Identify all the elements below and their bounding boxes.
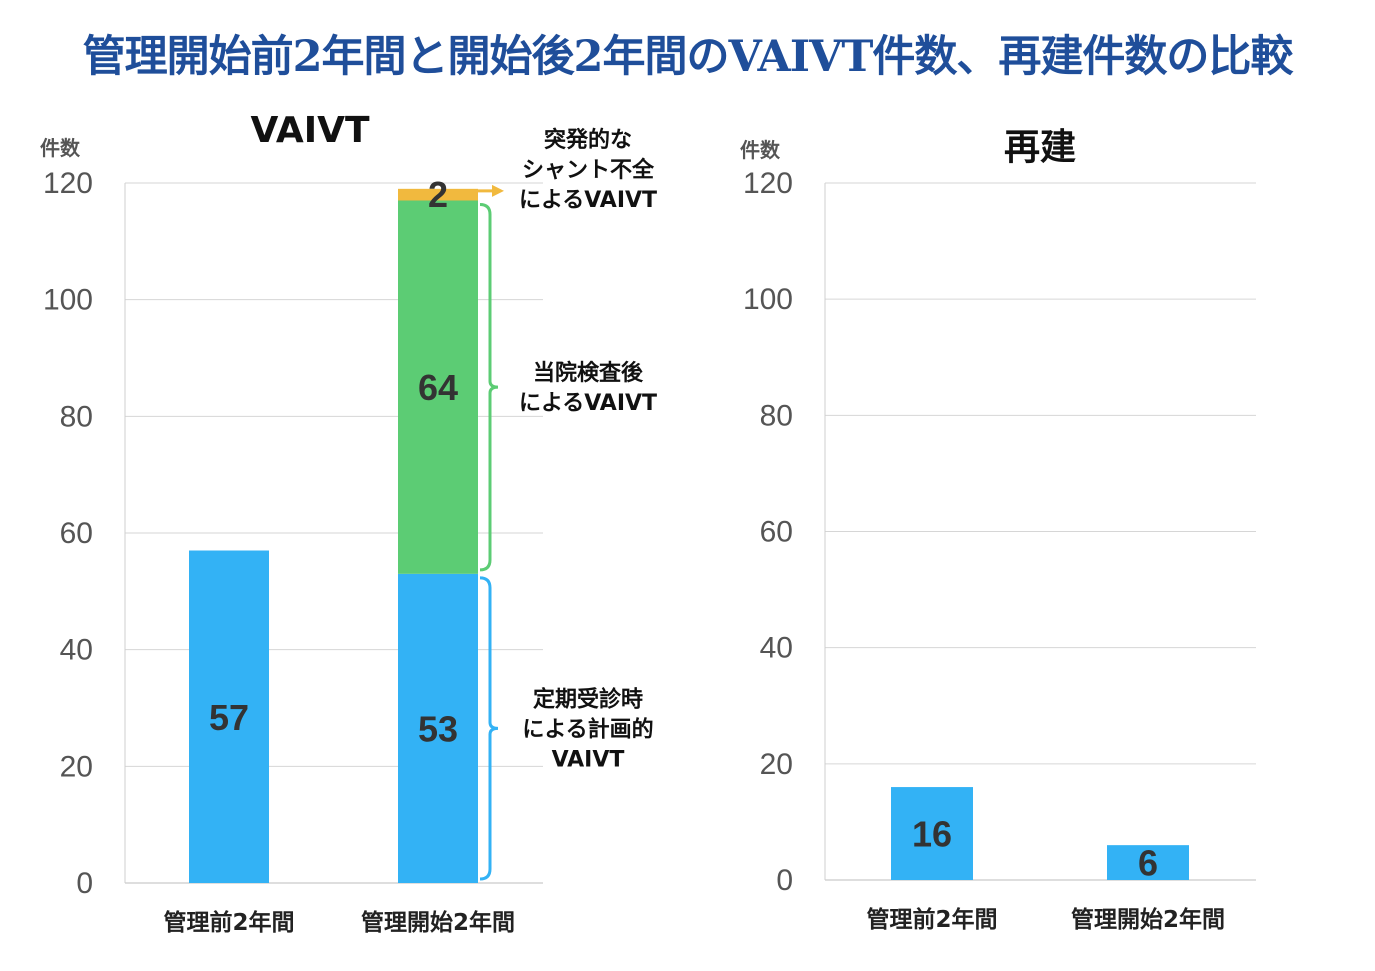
vaivt-data-label: 64 [418, 367, 458, 408]
arrow-head-icon [492, 184, 504, 197]
vaivt-y-tick-label: 20 [60, 750, 93, 783]
vaivt-category-label: 管理開始2年間 [361, 909, 515, 936]
rebuild-y-tick-label: 40 [760, 632, 793, 665]
vaivt-data-label: 2 [428, 174, 448, 215]
vaivt-y-tick-label: 0 [76, 867, 93, 900]
rebuild-chart: 0 20 40 60 80 100 120 管理前2年間 管理開始2年間 16 6 [743, 167, 1256, 933]
vaivt-bar [398, 200, 478, 574]
annotation-label: 当院検査後によるVAIVT [519, 360, 657, 416]
rebuild-y-tick-label: 120 [743, 167, 793, 200]
vaivt-bar [189, 550, 269, 883]
vaivt-y-tick-label: 40 [60, 634, 93, 667]
vaivt-data-label: 53 [418, 708, 458, 749]
vaivt-y-tick-label: 120 [43, 167, 93, 200]
rebuild-data-label: 6 [1138, 843, 1158, 884]
rebuild-y-unit-label: 件数 [740, 138, 780, 162]
rebuild-category-label: 管理開始2年間 [1071, 906, 1225, 933]
rebuild-category-label: 管理前2年間 [866, 906, 997, 933]
rebuild-y-tick-label: 80 [760, 399, 793, 432]
vaivt-chart: 0 20 40 60 80 100 120 管理前2年間 管理開始2年間 57 53 64 2 突発的なシ… [43, 127, 657, 936]
vaivt-chart-title: VAIVT [250, 110, 370, 151]
rebuild-bar [1107, 845, 1189, 880]
vaivt-y-tick-label: 80 [60, 400, 93, 433]
rebuild-y-tick-label: 20 [760, 748, 793, 781]
vaivt-y-tick-label: 100 [43, 284, 93, 317]
vaivt-data-label: 57 [209, 697, 249, 738]
annotation-label: 定期受診時による計画的 VAIVT [522, 686, 653, 772]
rebuild-y-tick-label: 60 [760, 516, 793, 549]
annotation-brace [479, 203, 499, 572]
vaivt-y-tick-label: 60 [60, 517, 93, 550]
rebuild-data-label: 16 [912, 814, 952, 855]
rebuild-chart-title: 再建 [1003, 127, 1076, 168]
vaivt-category-label: 管理前2年間 [163, 909, 294, 936]
vaivt-bar [398, 573, 478, 883]
vaivt-y-unit-label: 件数 [40, 136, 80, 160]
annotation-label: 突発的なシャント不全によるVAIVT [519, 127, 657, 213]
page-title: 管理開始前2年間と開始後2年間のVAIVT件数、再建件数の比較 [82, 32, 1294, 82]
rebuild-y-tick-label: 0 [776, 864, 793, 897]
vaivt-bar [398, 188, 478, 201]
rebuild-bar [891, 787, 973, 880]
rebuild-y-tick-label: 100 [743, 283, 793, 316]
annotation-brace [479, 576, 499, 881]
